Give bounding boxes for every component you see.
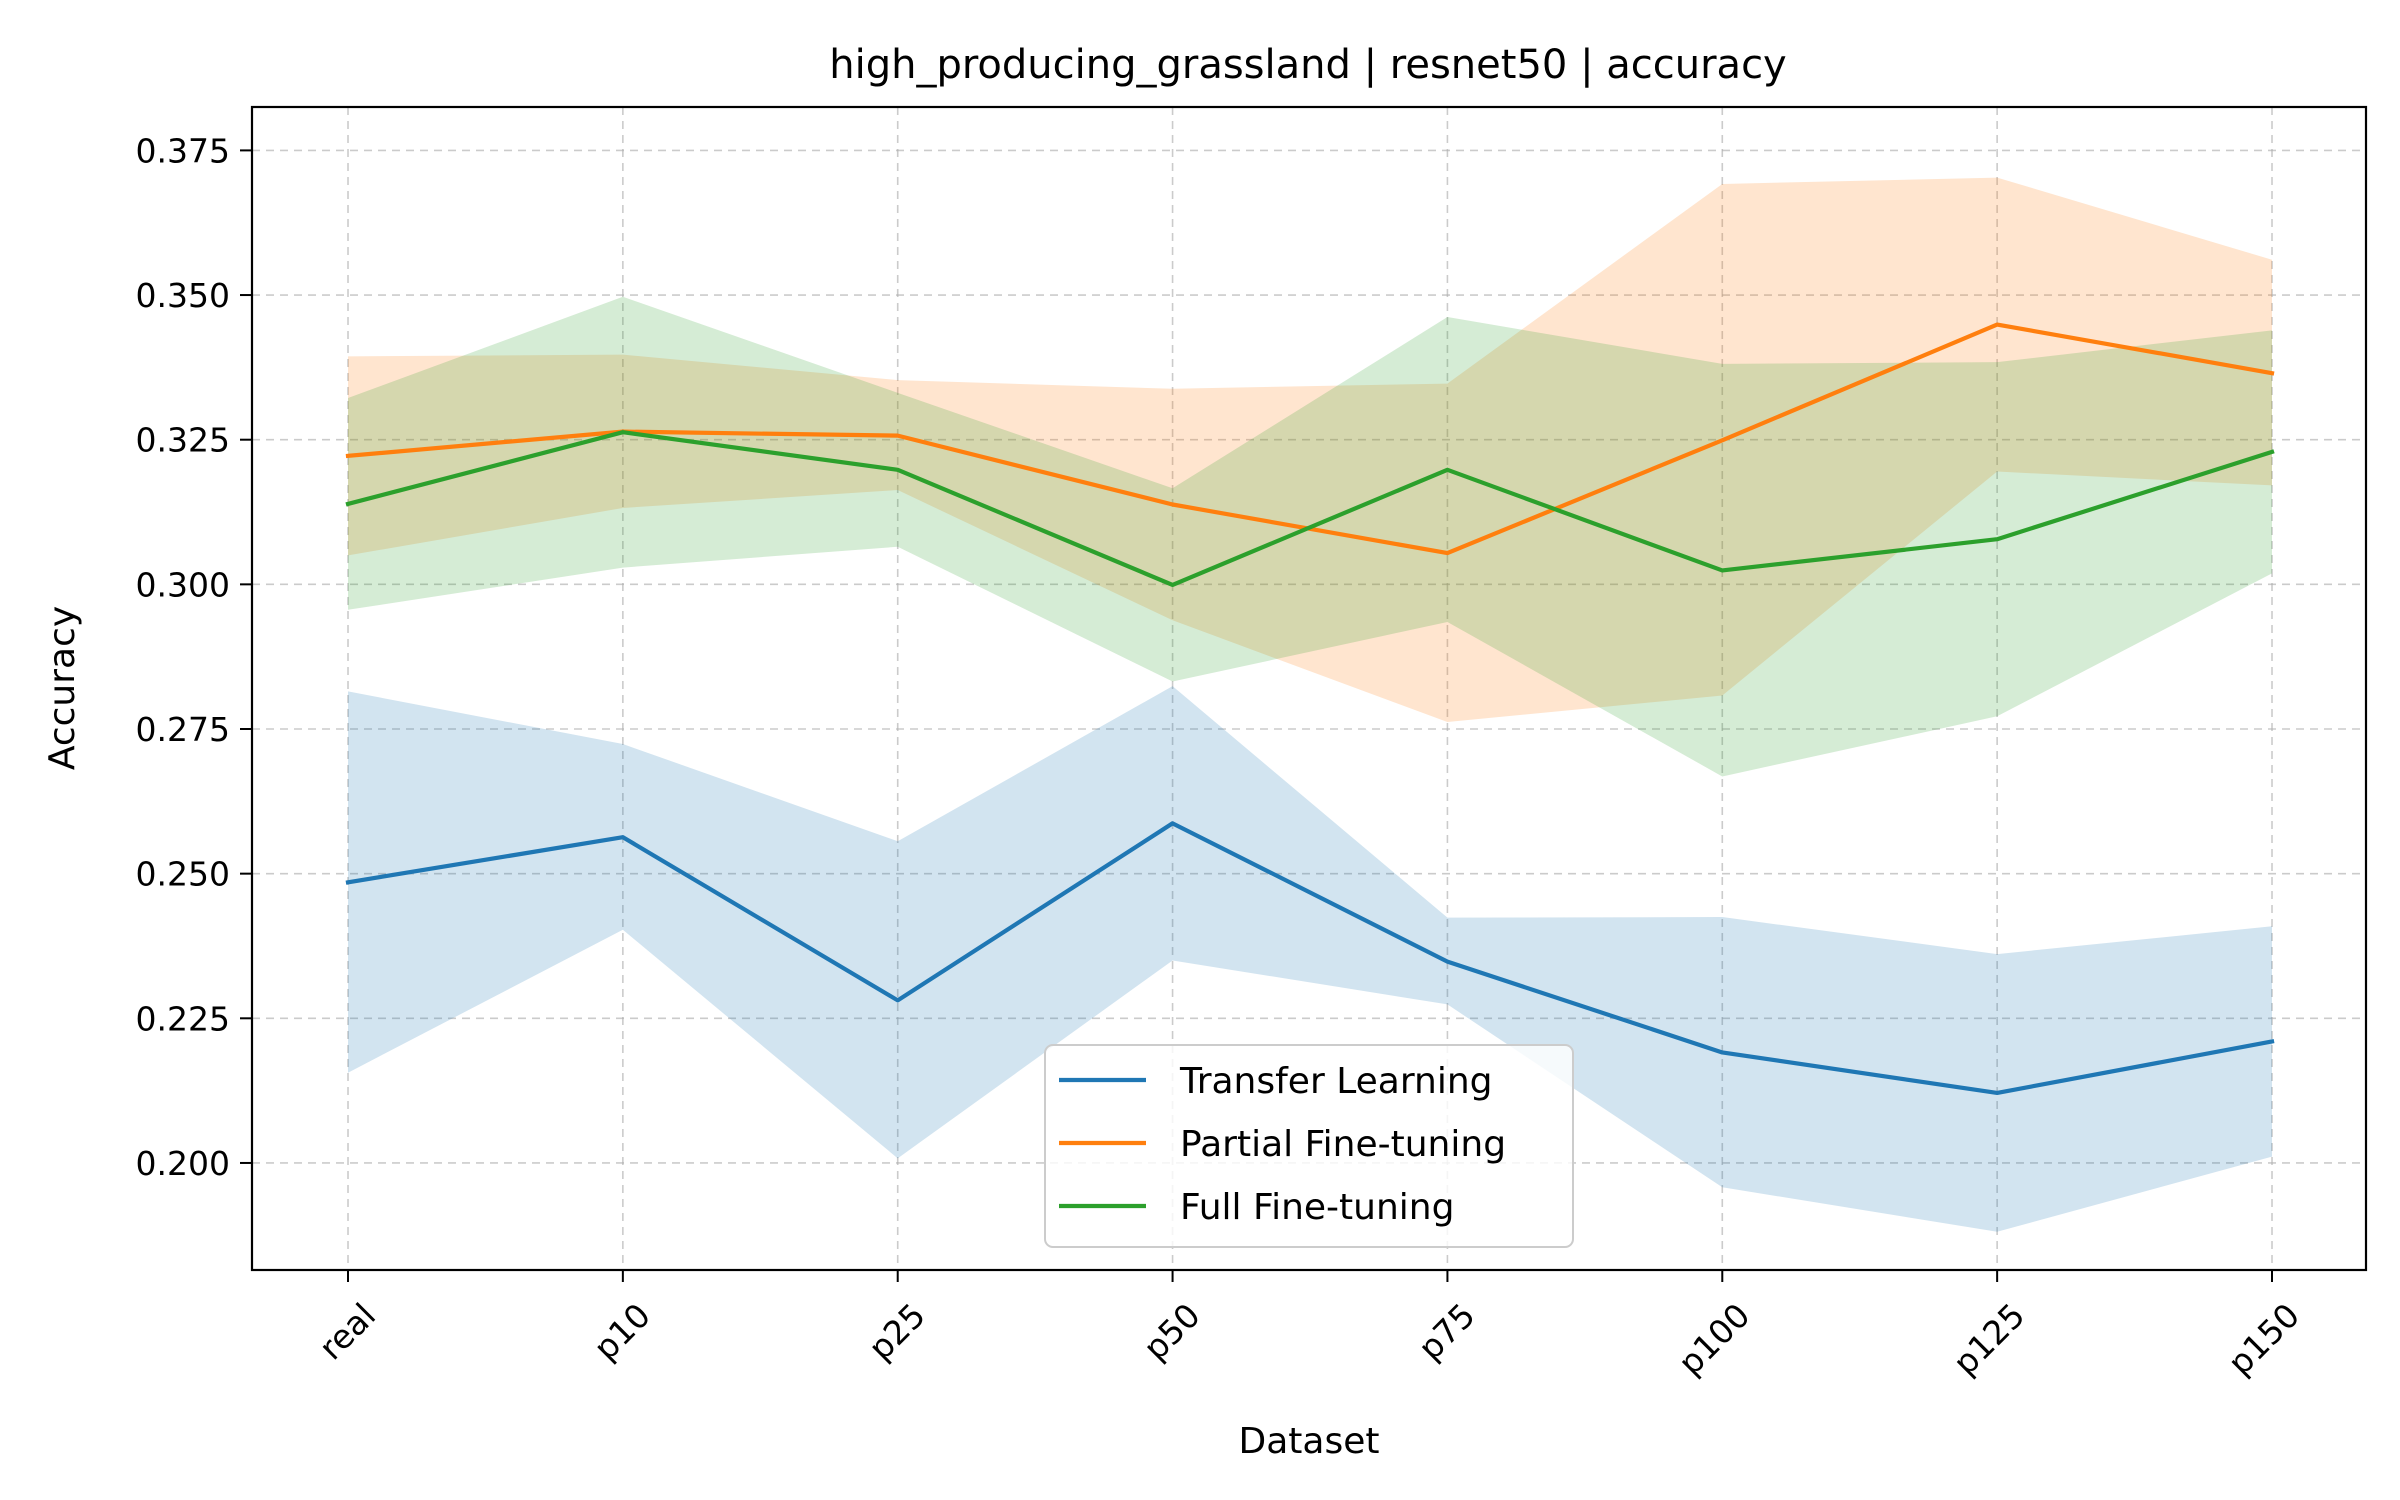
confidence-bands (348, 177, 2272, 1232)
y-tick-label: 0.325 (136, 421, 230, 460)
legend-label-1: Partial Fine-tuning (1180, 1124, 1506, 1165)
y-tick-label: 0.225 (136, 999, 230, 1038)
legend-label-2: Full Fine-tuning (1180, 1187, 1454, 1228)
band-series-1 (348, 177, 2272, 723)
line-series-0 (345, 821, 2275, 1096)
y-tick-label: 0.300 (136, 565, 230, 604)
y-axis-ticks: 0.200 0.225 0.250 0.275 0.300 0.325 0.350 0.375 (136, 131, 252, 1183)
legend-label-0: Transfer Learning (1179, 1061, 1493, 1102)
plot-frame (250, 105, 2368, 1272)
chart-title: high_producing_grassland | resnet50 | ac… (829, 42, 1786, 88)
line-series-2 (345, 430, 2275, 588)
x-axis-label: Dataset (1239, 1421, 1380, 1462)
y-tick-label: 0.200 (136, 1144, 230, 1183)
legend: Transfer Learning Partial Fine-tuning Full… (1044, 1044, 1574, 1248)
y-axis-label: Accuracy (42, 606, 83, 770)
band-series-0 (348, 686, 2272, 1232)
series-lines (345, 322, 2275, 1096)
legend-box (1044, 1044, 1574, 1248)
y-tick-label: 0.375 (136, 131, 230, 170)
y-tick-label: 0.250 (136, 855, 230, 894)
y-tick-label: 0.275 (136, 710, 230, 749)
y-tick-label: 0.350 (136, 276, 230, 315)
band-series-2 (348, 296, 2272, 777)
